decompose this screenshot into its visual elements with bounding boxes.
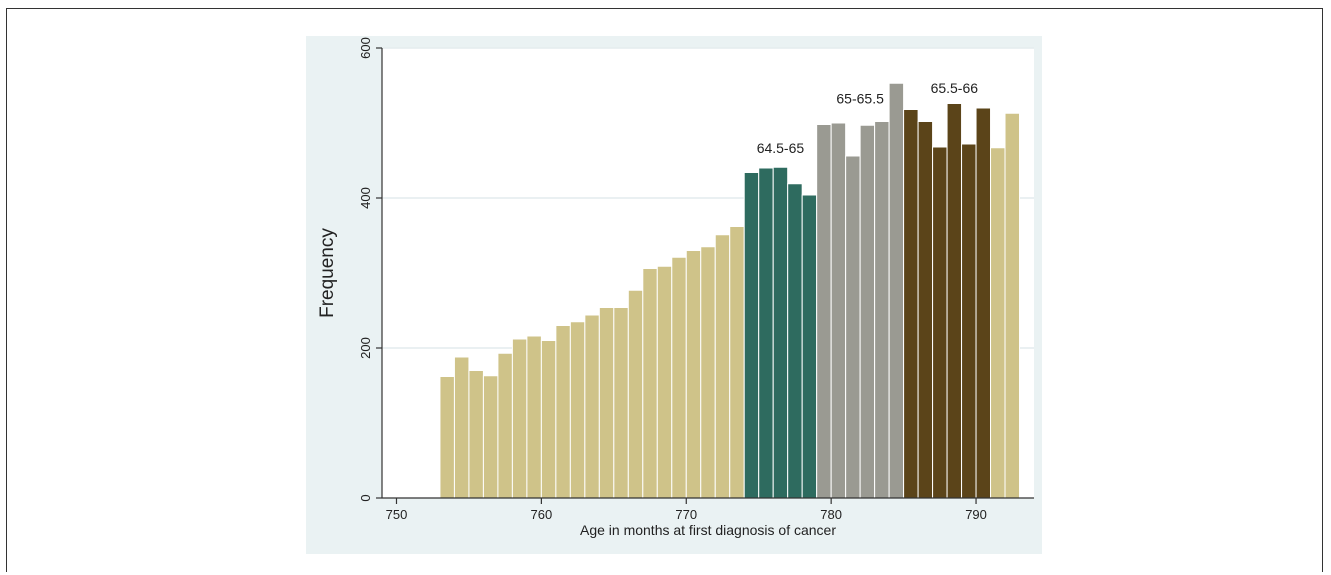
histogram-bar (468, 370, 484, 499)
histogram-bar (700, 246, 716, 499)
y-tick-label: 600 (358, 37, 373, 59)
histogram-bar (482, 375, 499, 499)
histogram-bar (439, 376, 455, 499)
chart-container: 0 200 400 600 750 760 770 780 790 Age in months a… (306, 36, 1042, 554)
histogram-bar (627, 289, 644, 499)
histogram-bar (685, 250, 702, 499)
histogram-bar (903, 109, 919, 499)
histogram-bar (946, 103, 963, 499)
x-tick-label: 770 (675, 507, 697, 522)
y-tick-label: 400 (358, 187, 373, 209)
bar-group-annotation: 64.5-65 (757, 140, 805, 156)
histogram-bar (569, 321, 586, 499)
histogram-bar (729, 226, 745, 499)
histogram-bar (453, 356, 470, 499)
bar-group-annotation: 65.5-66 (931, 80, 979, 96)
histogram-bar (874, 121, 890, 499)
y-axis-title: Frequency (317, 228, 338, 318)
x-axis-title: Age in months at first diagnosis of canc… (580, 522, 836, 538)
histogram-bar (990, 147, 1006, 499)
histogram-bar (917, 121, 934, 499)
histogram-bar (845, 155, 861, 499)
histogram-bar (714, 234, 731, 499)
histogram-bar (801, 194, 818, 499)
histogram-bar (859, 124, 876, 499)
histogram-bar (540, 340, 557, 499)
histogram-bar (975, 107, 992, 499)
histogram-bar (511, 338, 528, 499)
histogram-bar (772, 166, 789, 499)
x-tick-label: 790 (965, 507, 987, 522)
y-tick-label: 200 (358, 337, 373, 359)
histogram-bar (584, 314, 600, 499)
x-tick-label: 780 (820, 507, 842, 522)
histogram-bar (888, 82, 905, 499)
histogram-bar (555, 325, 571, 499)
histogram-bar (613, 307, 629, 499)
histogram-bar (816, 124, 832, 499)
histogram-chart: 0 200 400 600 750 760 770 780 790 Age in months a… (317, 37, 1034, 538)
histogram-bar (1004, 112, 1021, 499)
x-tick-label: 760 (531, 507, 553, 522)
histogram-bar (758, 167, 774, 499)
x-tick-label: 750 (386, 507, 408, 522)
histogram-bar (743, 172, 760, 499)
histogram-bar (932, 146, 948, 499)
histogram-bar (656, 265, 673, 499)
histogram-bar (671, 256, 687, 499)
histogram-bar (598, 307, 615, 499)
y-tick-label: 0 (358, 494, 373, 501)
histogram-bar (787, 183, 803, 499)
figure-frame (6, 8, 1323, 572)
histogram-bar (497, 352, 513, 499)
bar-group-annotation: 65-65.5 (836, 91, 884, 107)
histogram-bar (642, 268, 658, 499)
histogram-bar (830, 122, 847, 499)
histogram-bar (526, 335, 542, 499)
histogram-bar (961, 143, 977, 499)
